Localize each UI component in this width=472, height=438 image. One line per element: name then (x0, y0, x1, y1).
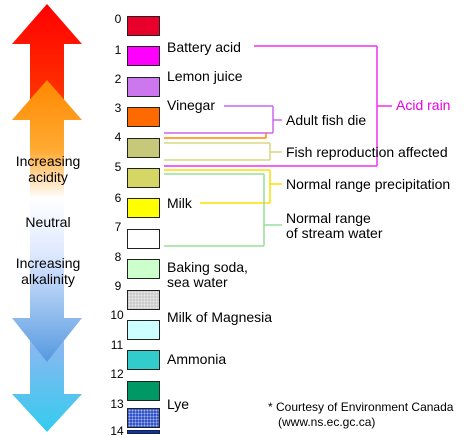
label-stream-water: Normal range of stream water (286, 211, 382, 241)
adult-fish-bracket-upper (164, 105, 282, 134)
ph-swatch-11 (127, 350, 160, 370)
ph-number-8: 8 (114, 250, 122, 264)
label-baking-soda-line1: Baking soda, (167, 259, 248, 275)
ph-number-1: 1 (114, 43, 122, 57)
adult-fish-bracket-lower (164, 133, 267, 139)
alkalinity-label-line2: alkalinity (21, 271, 75, 287)
ph-swatch-8 (127, 259, 160, 279)
ph-number-9: 9 (114, 279, 122, 293)
credit-line1: * Courtesy of Environment Canada (268, 400, 454, 414)
label-milk-of-magnesia: Milk of Magnesia (167, 309, 273, 325)
ph-number-2: 2 (114, 72, 122, 86)
ph-number-4: 4 (114, 130, 122, 144)
ph-swatch-5 (127, 168, 160, 188)
ph-number-7: 7 (114, 220, 122, 234)
label-baking-soda: Baking soda, sea water (167, 260, 248, 290)
label-vinegar: Vinegar (167, 97, 216, 113)
neutral-label: Neutral (25, 214, 71, 230)
ph-number-6: 6 (114, 191, 122, 205)
ph-swatch-4 (127, 138, 160, 158)
label-ammonia: Ammonia (167, 351, 227, 367)
label-adult-fish-die: Adult fish die (286, 112, 367, 128)
ph-number-12: 12 (110, 367, 124, 381)
fish-reproduction-bracket (164, 142, 282, 161)
ph-gradient-arrow (12, 4, 82, 432)
alkalinity-label-line1: Increasing (15, 255, 81, 271)
ph-number-13: 13 (110, 397, 124, 411)
ph-number-10: 10 (110, 308, 124, 322)
label-milk: Milk (167, 195, 192, 211)
acidity-label-line2: acidity (28, 169, 68, 185)
alkalinity-label: Increasing alkalinity (6, 255, 90, 287)
ph-swatch-3 (127, 107, 160, 127)
ph-number-3: 3 (114, 101, 122, 115)
ph-swatch-7 (127, 229, 160, 249)
ph-swatch-9 (127, 290, 160, 310)
ph-swatch-10 (127, 320, 160, 340)
acidity-label-line1: Increasing (15, 153, 81, 169)
ph-swatch-12 (127, 381, 160, 401)
ph-number-0: 0 (114, 12, 122, 26)
ph-swatch-13 (127, 408, 160, 428)
label-baking-soda-line2: sea water (167, 274, 228, 290)
label-battery-acid: Battery acid (167, 39, 241, 55)
label-stream-water-line2: of stream water (286, 225, 383, 241)
ph-number-5: 5 (114, 160, 122, 174)
label-fish-reproduction: Fish reproduction affected (286, 144, 448, 160)
label-acid-rain: Acid rain (396, 97, 451, 113)
label-normal-precipitation: Normal range precipitation (286, 176, 451, 192)
label-stream-water-line1: Normal range (286, 210, 371, 226)
acidity-label: Increasing acidity (6, 153, 90, 185)
ph-swatch-1 (127, 46, 160, 66)
credit-line2: (www.ns.ec.gc.ca) (278, 415, 376, 429)
label-lye: Lye (167, 396, 190, 412)
credit-note: * Courtesy of Environment Canada (www.ns… (268, 400, 453, 430)
precipitation-bracket (164, 169, 282, 204)
ph-swatch-0 (127, 16, 160, 36)
label-lemon-juice: Lemon juice (167, 68, 243, 84)
ph-swatch-2 (127, 77, 160, 97)
ph-swatch-6 (127, 198, 160, 218)
acid-rain-bracket (164, 45, 392, 167)
stream-water-bracket (164, 173, 282, 247)
ph-number-11: 11 (110, 338, 124, 352)
